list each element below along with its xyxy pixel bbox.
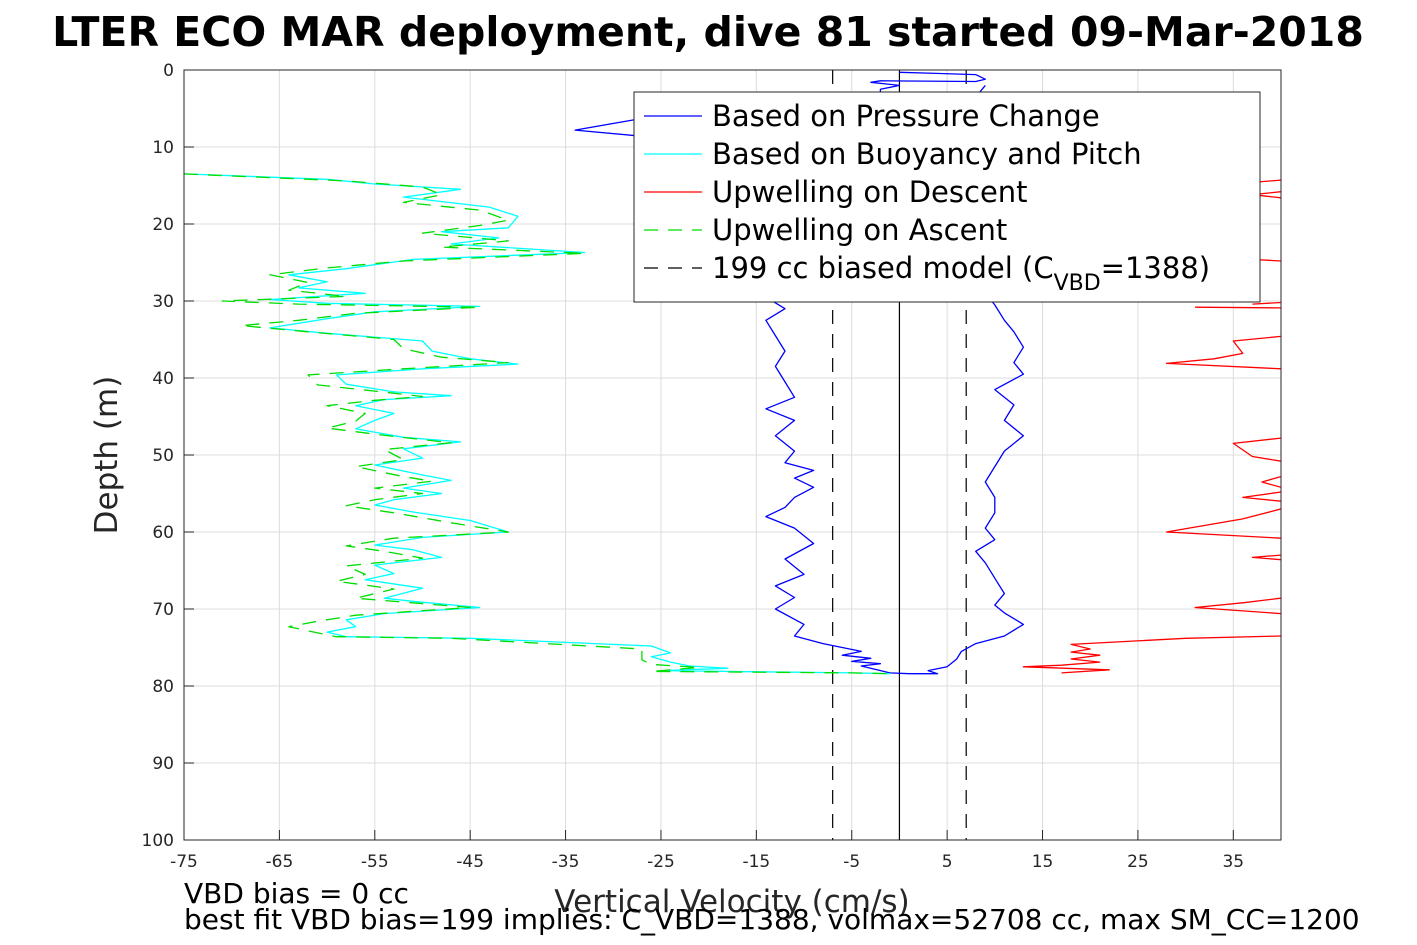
y-tick-label: 100 xyxy=(142,831,174,851)
y-axis-ticks: 0 10 20 30 40 50 60 70 80 90 100 xyxy=(142,61,194,851)
best-fit-note: best fit VBD bias=199 implies: C_VBD=138… xyxy=(184,903,1360,936)
y-tick-label: 50 xyxy=(152,446,174,466)
series-descent-line xyxy=(1194,597,1281,615)
x-tick-label: 25 xyxy=(1127,852,1149,872)
y-tick-label: 40 xyxy=(152,369,174,389)
x-tick-label: -35 xyxy=(552,852,580,872)
series-descent-line xyxy=(1251,554,1281,561)
y-tick-label: 30 xyxy=(152,292,174,312)
x-tick-label: -15 xyxy=(742,852,770,872)
y-tick-label: 0 xyxy=(163,61,174,81)
series-descent-line xyxy=(1242,491,1281,502)
series-descent-line xyxy=(1232,437,1281,462)
y-tick-label: 10 xyxy=(152,138,174,158)
series-descent-line xyxy=(1165,508,1281,539)
legend-label-buoyancy: Based on Buoyancy and Pitch xyxy=(712,137,1142,171)
legend-label-ascent: Upwelling on Ascent xyxy=(712,213,1007,247)
series-descent-line xyxy=(1195,306,1281,309)
y-tick-label: 60 xyxy=(152,523,174,543)
x-tick-label: -75 xyxy=(170,852,198,872)
y-tick-label: 70 xyxy=(152,600,174,620)
x-tick-label: 35 xyxy=(1222,852,1244,872)
x-tick-label: -55 xyxy=(361,852,389,872)
x-tick-label: -25 xyxy=(647,852,675,872)
y-tick-label: 80 xyxy=(152,677,174,697)
x-tick-label: -5 xyxy=(843,852,860,872)
legend-label-model: 199 cc biased model (CVBD=1388) xyxy=(712,251,1210,296)
x-tick-label: -45 xyxy=(456,852,484,872)
y-tick-label: 90 xyxy=(152,754,174,774)
chart-title: LTER ECO MAR deployment, dive 81 started… xyxy=(52,8,1364,56)
series-descent-line xyxy=(1261,475,1281,488)
legend-box xyxy=(633,91,1261,303)
x-tick-label: 5 xyxy=(942,852,953,872)
y-axis-label: Depth (m) xyxy=(89,376,125,535)
vbd-bias-note: VBD bias = 0 cc xyxy=(184,877,409,910)
x-tick-label: 15 xyxy=(1032,852,1054,872)
series-descent-line xyxy=(1022,635,1281,674)
legend: Based on Pressure Change Based on Buoyanc… xyxy=(633,91,1261,303)
series-descent-line xyxy=(1165,335,1281,370)
x-axis-label: Vertical Velocity (cm/s) xyxy=(554,884,909,920)
series-ascent-line xyxy=(184,173,890,675)
x-axis-ticks: -75 -65 -55 -45 -35 -25 -15 -5 5 15 25 35 xyxy=(170,830,1244,872)
y-tick-label: 20 xyxy=(152,215,174,235)
legend-label-pressure: Based on Pressure Change xyxy=(712,99,1100,133)
x-tick-label: -65 xyxy=(266,852,294,872)
legend-label-descent: Upwelling on Descent xyxy=(712,175,1028,209)
series-descent-line xyxy=(1252,301,1281,305)
